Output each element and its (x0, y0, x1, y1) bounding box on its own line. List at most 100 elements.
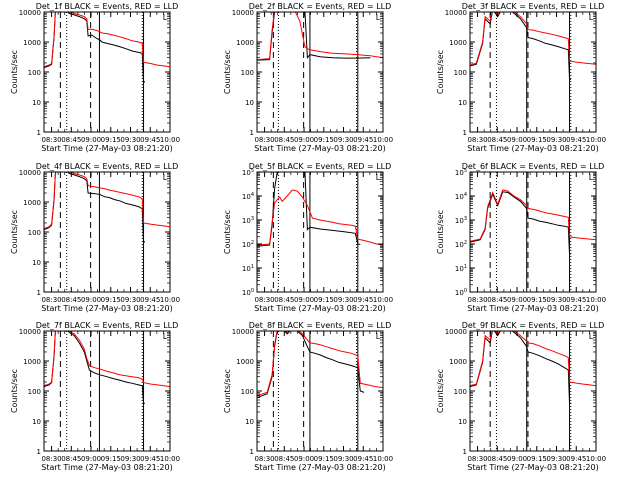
x-tick-label: 09:30 (120, 455, 140, 463)
panel-title: Det_9f BLACK = Events, RED = LLD (462, 321, 605, 330)
x-axis-label: Start Time (27-May-03 08:21:20) (254, 144, 385, 153)
y-tick-label: 103 (242, 216, 254, 225)
y-tick-label: 10 (458, 418, 467, 426)
y-tick-label: 105 (242, 168, 254, 177)
x-tick-label: 10:00 (160, 455, 180, 463)
x-tick-label: 09:45 (566, 455, 586, 463)
detector-panel-7: Det_7f BLACK = Events, RED = LLD L 1 10 100 1… (10, 321, 180, 472)
series-line-lld (257, 189, 383, 246)
y-axis-label: Counts/sec (10, 369, 19, 413)
x-tick-label: 10:00 (586, 296, 606, 304)
corner-label: L (589, 173, 594, 182)
y-tick-exponent: 5 (251, 168, 254, 174)
y-tick-label: 1 (37, 289, 41, 297)
y-tick-label: 102 (242, 240, 254, 249)
x-tick-label: 08:30 (467, 296, 487, 304)
series-line-lld (44, 172, 170, 230)
x-tick-label: 09:30 (333, 136, 353, 144)
y-tick-label: 1 (250, 129, 254, 137)
x-tick-label: 09:15 (527, 136, 547, 144)
detector-panel-2: Det_2f BLACK = Events, RED = LLD L 1 10 100 1… (223, 2, 393, 153)
y-tick-label: 10000 (445, 328, 467, 336)
y-tick-label: 10000 (445, 9, 467, 17)
y-tick-label: 104 (242, 192, 254, 201)
y-tick-label: 100 (28, 388, 41, 396)
y-tick-base: 10 (455, 265, 464, 273)
y-tick-label: 1000 (236, 39, 254, 47)
x-tick-label: 09:15 (314, 296, 334, 304)
y-tick-label: 10 (458, 99, 467, 107)
corner-label: L (376, 173, 381, 182)
y-tick-label: 1000 (23, 199, 41, 207)
x-tick-label: 09:15 (101, 455, 121, 463)
corner-label: L (589, 332, 594, 341)
y-tick-label: 10 (245, 418, 254, 426)
y-tick-label: 10000 (19, 328, 41, 336)
x-tick-label: 10:00 (373, 136, 393, 144)
x-tick-label: 08:45 (61, 455, 81, 463)
plot-frame (43, 171, 171, 293)
y-tick-base: 10 (242, 169, 251, 177)
y-tick-base: 10 (455, 169, 464, 177)
x-tick-label: 08:30 (467, 455, 487, 463)
x-tick-label: 09:15 (101, 136, 121, 144)
x-tick-label: 08:45 (274, 455, 294, 463)
y-tick-base: 10 (242, 193, 251, 201)
series-line-lld (44, 12, 170, 68)
corner-label: L (163, 13, 168, 22)
y-tick-exponent: 2 (464, 240, 467, 246)
y-tick-base: 10 (242, 265, 251, 273)
x-tick-label: 08:30 (41, 296, 61, 304)
x-tick-label: 09:00 (81, 136, 101, 144)
y-tick-exponent: 2 (251, 240, 254, 246)
y-tick-label: 1000 (449, 358, 467, 366)
y-tick-label: 100 (241, 69, 254, 77)
detector-panel-5: Det_5f BLACK = Events, RED = LLDL1001011… (223, 162, 393, 313)
x-tick-label: 08:45 (274, 136, 294, 144)
x-tick-label: 09:30 (546, 296, 566, 304)
detector-panel-3: Det_3f BLACK = Events, RED = LLD L 1 10 100 1… (436, 2, 606, 153)
x-tick-label: 09:00 (507, 136, 527, 144)
x-tick-label: 08:45 (61, 136, 81, 144)
x-tick-label: 09:00 (81, 296, 101, 304)
y-axis-label: Counts/sec (10, 50, 19, 94)
y-tick-label: 100 (28, 69, 41, 77)
y-tick-label: 1000 (23, 39, 41, 47)
y-tick-label: 10 (32, 259, 41, 267)
series-line-events (470, 12, 572, 81)
x-tick-label: 08:30 (254, 455, 274, 463)
series-line-lld (470, 12, 596, 66)
x-tick-label: 10:00 (586, 136, 606, 144)
series-line-events (44, 331, 146, 405)
y-tick-label: 1000 (449, 39, 467, 47)
x-tick-label: 08:30 (254, 136, 274, 144)
corner-label: L (163, 173, 168, 182)
x-tick-label: 08:30 (41, 455, 61, 463)
x-tick-label: 09:30 (120, 296, 140, 304)
corner-label: L (376, 13, 381, 22)
plot-frame (256, 330, 384, 452)
y-tick-label: 1000 (236, 358, 254, 366)
panel-title: Det_3f BLACK = Events, RED = LLD (462, 2, 605, 11)
y-tick-exponent: 1 (464, 264, 467, 270)
x-tick-label: 08:45 (274, 296, 294, 304)
x-tick-label: 09:00 (81, 455, 101, 463)
x-tick-label: 09:15 (527, 455, 547, 463)
x-tick-label: 09:30 (120, 136, 140, 144)
y-tick-label: 1 (37, 129, 41, 137)
y-tick-base: 10 (455, 241, 464, 249)
y-axis-label: Counts/sec (436, 50, 445, 94)
y-tick-label: 1 (463, 448, 467, 456)
x-tick-label: 09:15 (527, 296, 547, 304)
y-tick-label: 105 (455, 168, 467, 177)
plot-frame (256, 11, 384, 133)
y-tick-label: 102 (455, 240, 467, 249)
x-tick-label: 09:45 (140, 455, 160, 463)
panel-title: Det_4f BLACK = Events, RED = LLD (36, 162, 179, 171)
y-tick-label: 1 (463, 129, 467, 137)
x-tick-label: 09:45 (140, 136, 160, 144)
panel-title: Det_6f BLACK = Events, RED = LLD (462, 162, 605, 171)
x-tick-label: 08:45 (61, 296, 81, 304)
y-tick-label: 100 (241, 388, 254, 396)
